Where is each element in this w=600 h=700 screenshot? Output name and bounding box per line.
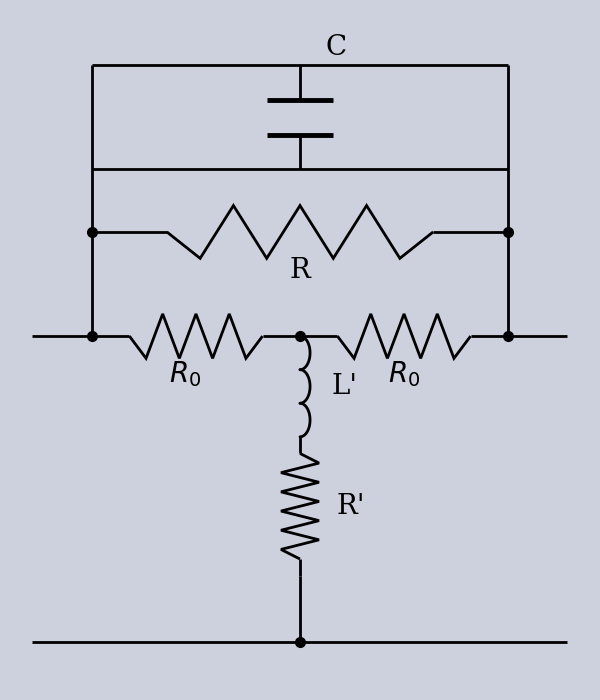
Text: L': L'	[332, 373, 358, 400]
Text: $R_0$: $R_0$	[169, 359, 202, 389]
Text: R': R'	[336, 493, 365, 519]
Text: $R_0$: $R_0$	[388, 359, 420, 389]
Text: C: C	[325, 34, 346, 62]
Text: R: R	[290, 257, 310, 284]
